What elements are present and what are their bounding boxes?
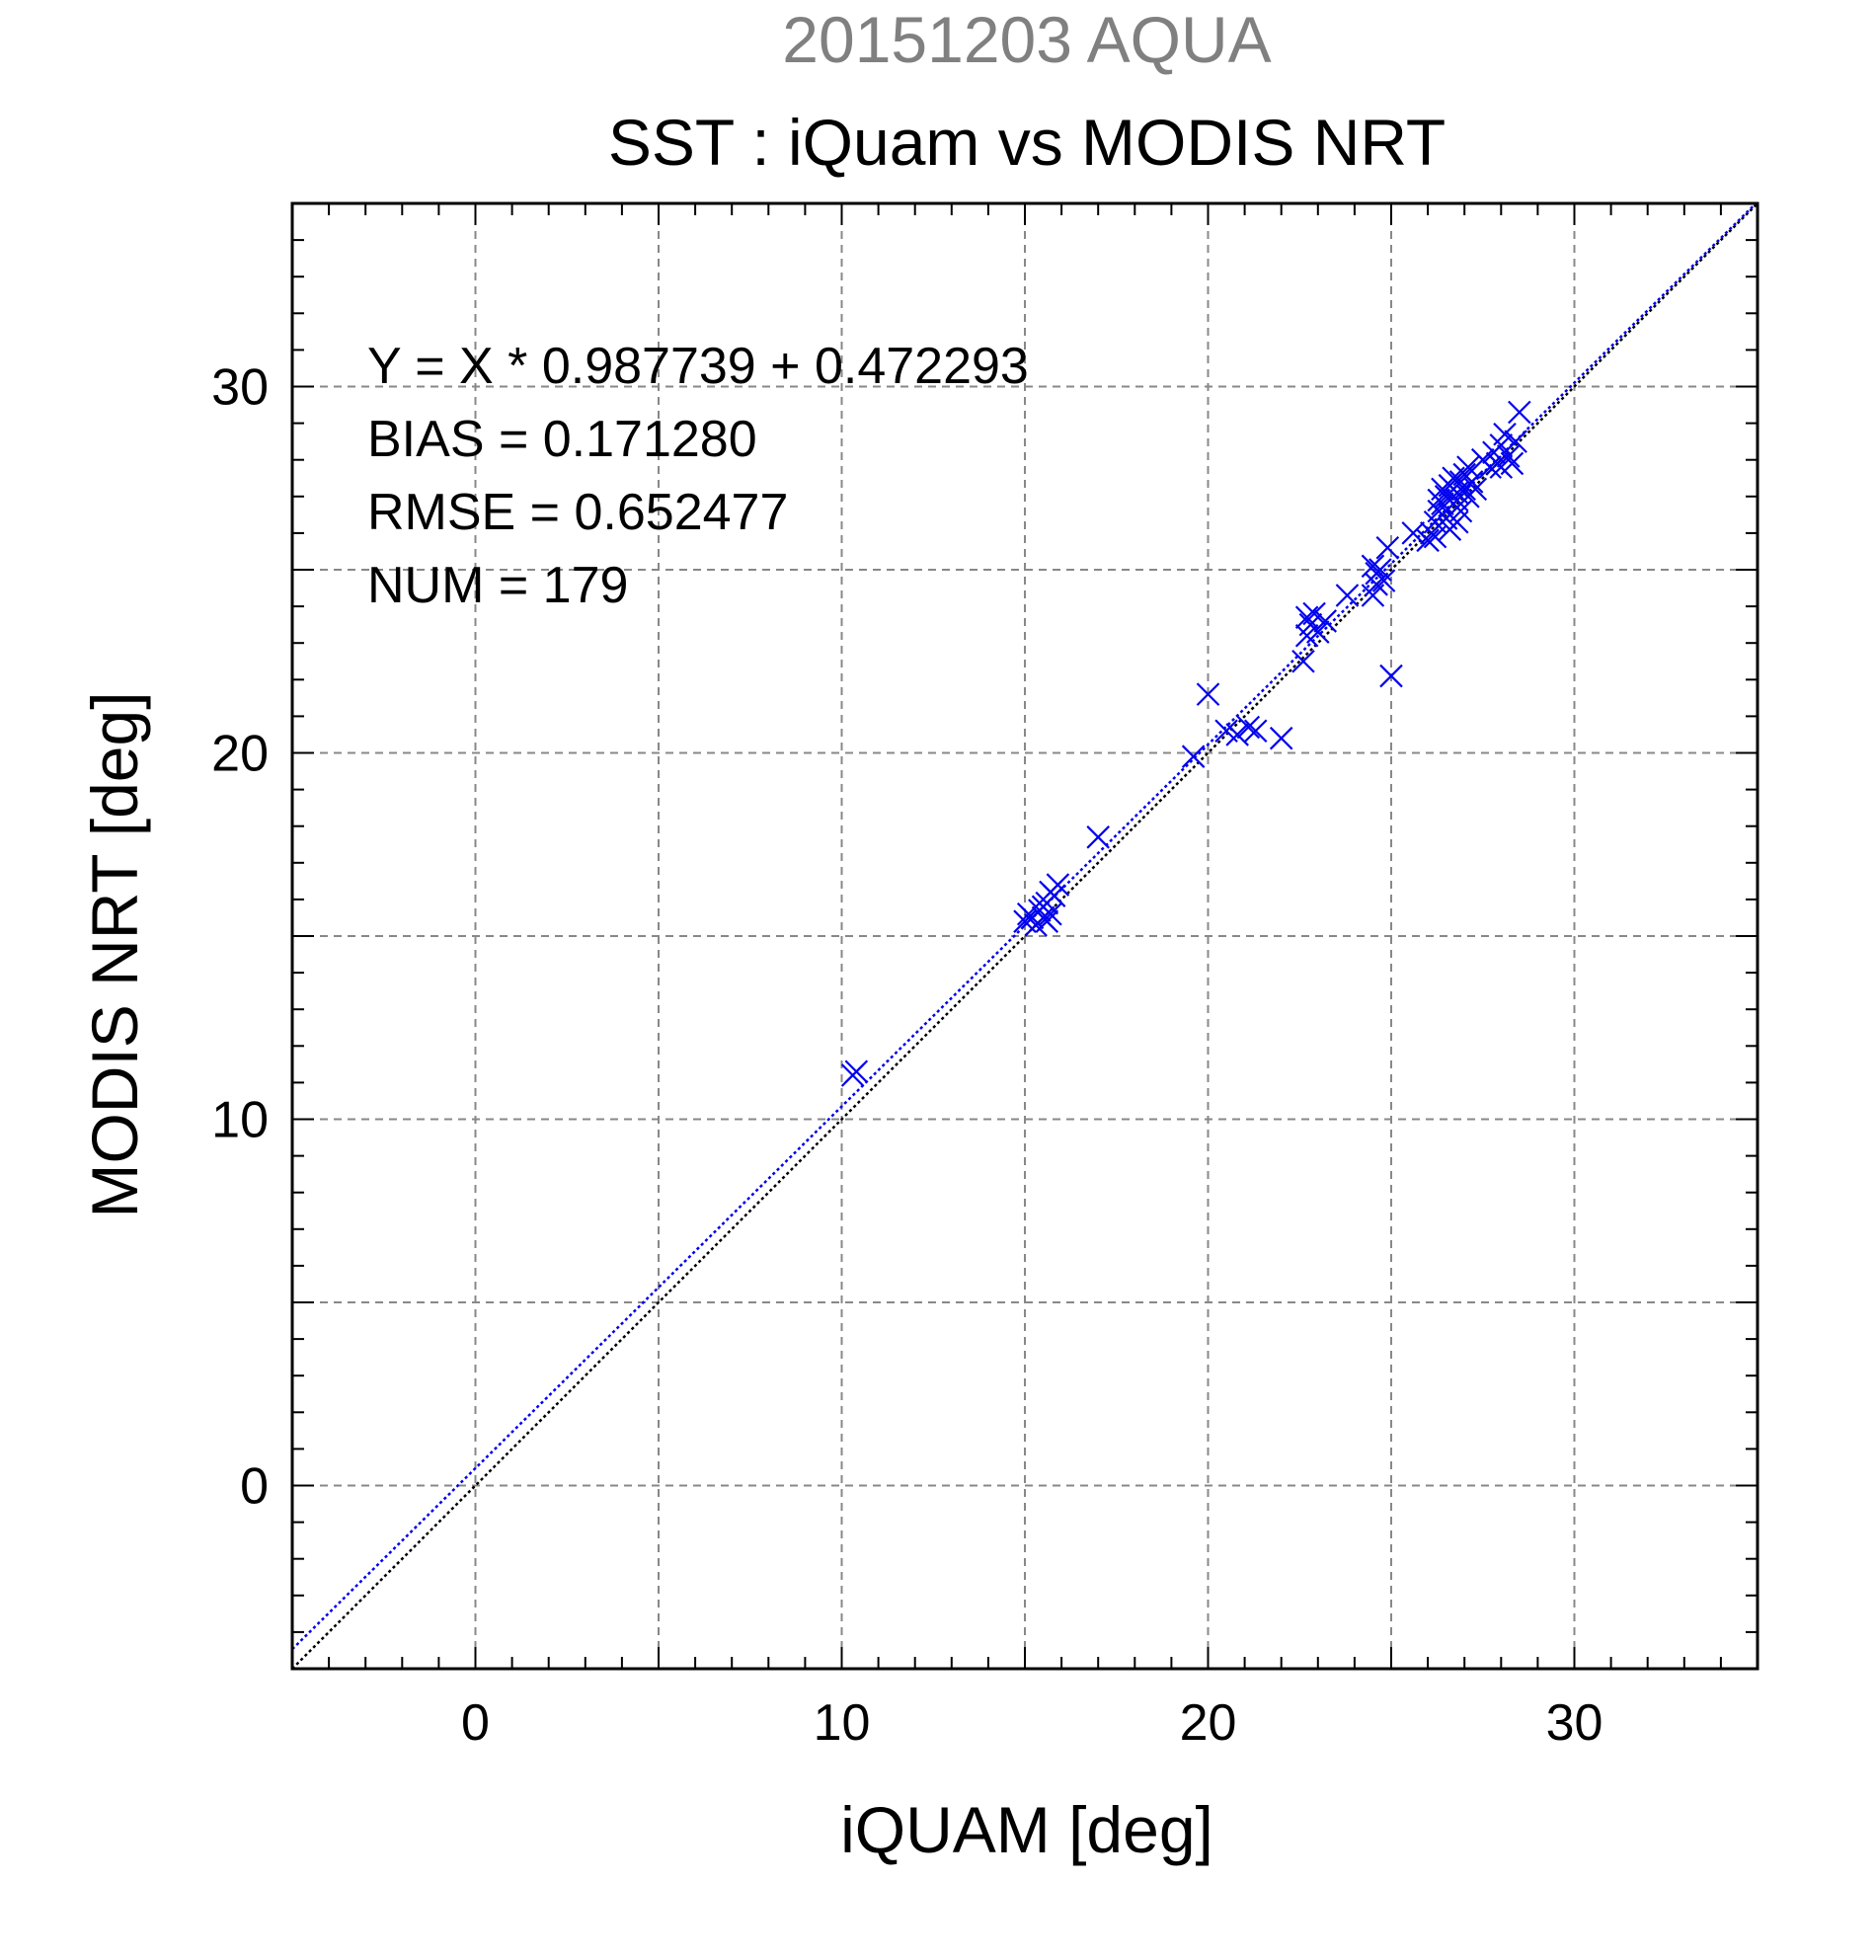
data-point	[1496, 444, 1521, 468]
y-axis-label: MODIS NRT [deg]	[78, 691, 151, 1217]
data-point	[1225, 723, 1249, 746]
data-point	[1313, 609, 1337, 633]
data-point	[1504, 430, 1527, 453]
data-point	[1431, 492, 1454, 515]
data-point	[1086, 825, 1110, 849]
data-point	[1361, 554, 1385, 579]
data-point	[1371, 569, 1396, 592]
data-point	[1335, 584, 1360, 607]
y-tick-label: 20	[211, 726, 269, 783]
tick-labels: 0 10 20 30 0 10 20 30	[211, 359, 1602, 1753]
data-point	[1456, 485, 1480, 509]
data-point	[1294, 605, 1319, 630]
chart-supertitle: 20151203 AQUA	[782, 3, 1271, 76]
data-point	[1035, 909, 1059, 933]
x-tick-label: 0	[461, 1694, 490, 1752]
data-point	[1306, 620, 1330, 644]
x-tick-label: 10	[814, 1694, 871, 1752]
data-point	[1039, 902, 1062, 926]
data-point	[1482, 440, 1506, 465]
data-point	[844, 1059, 869, 1084]
y-tick-label: 0	[240, 1458, 269, 1516]
data-point	[1448, 470, 1473, 494]
data-point	[1456, 455, 1480, 479]
x-tick-label: 30	[1546, 1694, 1603, 1752]
y-tick-label: 30	[211, 359, 269, 417]
chart-title: SST : iQuam vs MODIS NRT	[608, 106, 1446, 179]
x-tick-label: 20	[1180, 1694, 1237, 1752]
data-point	[1401, 521, 1426, 545]
fit-equation: Y = X * 0.987739 + 0.472293	[367, 338, 1029, 395]
data-point	[1459, 470, 1484, 494]
plot-frame	[290, 201, 1759, 1671]
data-point	[1046, 873, 1070, 897]
bias-stat: BIAS = 0.171280	[367, 411, 757, 468]
data-point	[1243, 719, 1268, 744]
rmse-stat: RMSE = 0.652477	[367, 484, 788, 541]
data-point	[1379, 664, 1403, 688]
data-point	[1423, 524, 1447, 549]
data-point	[1365, 573, 1388, 596]
data-point	[1489, 455, 1514, 479]
data-point	[1375, 535, 1400, 560]
data-points	[840, 400, 1531, 1087]
data-point	[1181, 745, 1206, 768]
grid-lines	[292, 203, 1758, 1669]
data-point	[1438, 503, 1462, 527]
data-point	[1416, 528, 1440, 553]
y-tick-label: 10	[211, 1092, 269, 1149]
data-point	[1478, 455, 1502, 479]
data-point	[1196, 682, 1220, 706]
stats-box: Y = X * 0.987739 + 0.472293 BIAS = 0.171…	[367, 338, 1029, 614]
data-point	[1291, 649, 1315, 673]
num-stat: NUM = 179	[367, 557, 628, 614]
data-point	[1236, 715, 1261, 740]
data-point	[1302, 601, 1326, 626]
x-axis-label: iQUAM [deg]	[840, 1793, 1213, 1866]
data-point	[1508, 400, 1531, 425]
data-point	[1269, 726, 1293, 750]
data-point	[1493, 422, 1517, 446]
identity-line	[291, 202, 1759, 1670]
